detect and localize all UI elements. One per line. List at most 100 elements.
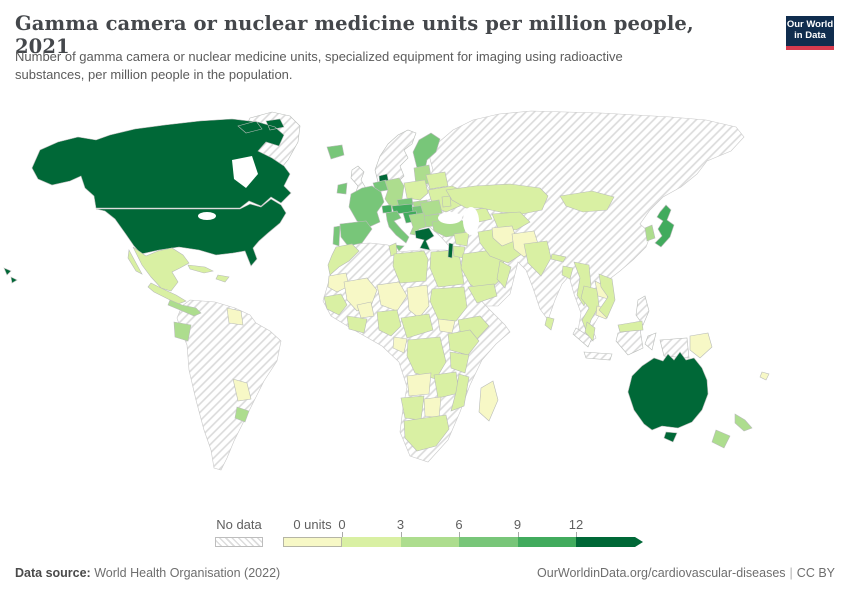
country-papua-new-guinea[interactable] [689,332,713,359]
country-yemen[interactable] [467,283,498,304]
country-iceland[interactable] [326,144,345,160]
country-sri-lanka[interactable] [544,316,555,331]
country-malaysia[interactable] [584,320,644,342]
country-italy[interactable] [385,210,410,252]
tick-mark [517,532,519,537]
country-uzbekistan[interactable] [491,211,531,231]
zero-units-label: 0 units [293,517,332,532]
country-libya[interactable] [392,250,429,284]
legend-bin-3-6[interactable] [400,537,459,547]
no-data-swatch[interactable] [215,537,263,547]
country-mauritania[interactable] [327,272,350,293]
country-south-africa[interactable] [403,414,450,452]
country-turkmenistan[interactable] [491,225,518,247]
logo-line1: Our World [786,19,834,31]
country-united-states[interactable] [95,198,287,267]
country-new-zealand[interactable] [711,413,753,449]
country-gabon-congo[interactable] [392,336,408,354]
country-indonesia[interactable] [572,327,690,361]
country-syria[interactable] [453,231,470,247]
legend-bin-0-3[interactable] [342,537,401,547]
country-australia[interactable] [627,351,709,431]
country-south-sudan[interactable] [437,318,456,334]
country-canada[interactable] [31,118,292,209]
country-uruguay[interactable] [234,406,250,423]
no-data-label: No data [216,517,262,532]
tick-6: 6 [455,517,463,532]
country-hawaii[interactable] [3,267,18,284]
world-map-svg[interactable] [0,105,850,505]
country-botswana[interactable] [423,396,442,419]
tick-9: 9 [513,517,522,532]
country-switzerland[interactable] [381,204,393,214]
country-france[interactable] [348,185,385,228]
country-belarus[interactable] [425,171,449,190]
legend-bin-9-12[interactable] [517,537,576,547]
country-costa-rica-panama[interactable] [167,299,202,317]
country-uganda-kenya[interactable] [447,329,480,356]
country-romania[interactable] [419,199,443,217]
country-senegal-guinea[interactable] [323,293,348,316]
country-poland[interactable] [403,179,429,201]
country-niger[interactable] [376,281,408,312]
legend-no-data[interactable]: No data [215,515,263,553]
country-chad[interactable] [406,284,430,319]
country-madagascar[interactable] [478,380,499,422]
country-south-korea[interactable] [644,224,656,242]
country-oman[interactable] [496,260,512,289]
eurasia-no-data-area[interactable] [411,110,745,345]
country-tasmania[interactable] [663,431,678,443]
country-cameroon-central-african-republic[interactable] [400,313,434,339]
country-mozambique-malawi[interactable] [450,373,470,412]
country-pakistan[interactable] [523,240,552,277]
country-cuba[interactable] [187,264,214,274]
country-mongolia[interactable] [559,190,615,213]
country-fiji[interactable] [759,371,770,381]
tick-mark [459,532,460,537]
country-guyana[interactable] [226,307,244,326]
legend-gradient-bar[interactable] [342,537,643,547]
country-burkina-faso-benin[interactable] [356,301,375,319]
country-tanzania[interactable] [449,351,470,374]
data-source: Data source: World Health Organisation (… [15,566,280,580]
country-nigeria[interactable] [376,309,402,337]
country-japan[interactable] [654,204,675,248]
world-map[interactable] [0,105,850,505]
country-dominican-republic-haiti[interactable] [215,274,230,283]
legend-zero-units[interactable]: 0 units [283,515,342,553]
tick-mark [400,532,402,537]
country-paraguay[interactable] [232,378,252,402]
legend-bin-12-plus[interactable] [576,537,635,547]
country-greece[interactable] [414,227,435,251]
legend-color-scale[interactable]: 0 3 6 9 12 [338,515,652,553]
caspian-sea [463,207,479,235]
logo-line2: in Data [794,30,826,41]
country-ecuador[interactable] [173,321,192,342]
country-angola[interactable] [406,372,432,397]
country-israel[interactable] [447,242,454,259]
country-ivory-coast-ghana[interactable] [346,315,368,334]
data-source-label: Data source: [15,566,91,580]
owid-logo[interactable]: Our World in Data [786,16,834,50]
south-america-no-data-area[interactable] [176,299,282,471]
owid-link[interactable]: OurWorldinData.org/cardiovascular-diseas… [537,566,786,580]
footer-separator: | [789,566,793,580]
country-moldova[interactable] [441,195,452,208]
license-text[interactable]: CC BY [796,566,835,580]
country-sudan[interactable] [429,286,468,322]
country-spain[interactable] [339,220,373,247]
country-kazakhstan[interactable] [445,183,549,215]
country-mexico[interactable] [127,246,190,292]
zero-units-swatch[interactable] [283,537,342,547]
country-vietnam[interactable] [598,273,616,319]
country-nepal[interactable] [550,253,567,263]
country-bangladesh[interactable] [561,265,574,280]
country-portugal[interactable] [332,225,341,247]
country-namibia[interactable] [400,395,425,421]
legend-bin-6-9[interactable] [459,537,518,547]
country-ireland[interactable] [336,182,348,195]
country-morocco[interactable] [327,243,360,276]
black-sea [438,212,462,224]
tick-12: 12 [568,517,584,532]
country-philippines[interactable] [635,295,650,326]
